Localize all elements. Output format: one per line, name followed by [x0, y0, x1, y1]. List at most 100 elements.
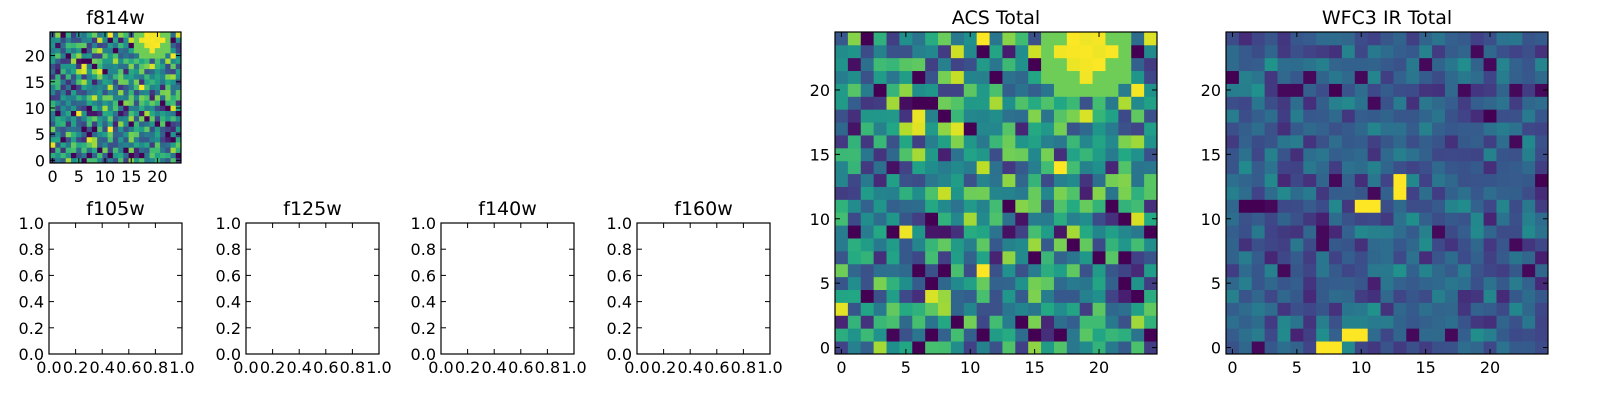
- pixel-cell: [912, 238, 926, 252]
- pixel-cell: [1092, 57, 1106, 72]
- pixel-cell: [925, 238, 939, 252]
- pixel-cell: [1535, 238, 1549, 252]
- pixel-cell: [1238, 147, 1253, 162]
- pixel-cell: [139, 94, 145, 101]
- pixel-cell: [1316, 341, 1330, 355]
- pixel-cell: [912, 276, 926, 290]
- pixel-cell: [81, 136, 88, 143]
- panel-title: f125w: [283, 198, 342, 220]
- pixel-cell: [139, 147, 145, 153]
- pixel-cell: [1002, 289, 1016, 303]
- pixel-cell: [91, 79, 98, 85]
- pixel-cell: [118, 47, 124, 54]
- pixel-cell: [873, 315, 887, 329]
- pixel-cell: [912, 328, 926, 342]
- x-tick-label: 0.2: [260, 358, 285, 377]
- x-tick-label: 0.6: [508, 358, 533, 377]
- pixel-cell: [1444, 263, 1459, 278]
- pixel-cell: [1264, 250, 1278, 265]
- pixel-cell: [989, 147, 1003, 162]
- pixel-cell: [165, 147, 171, 153]
- pixel-cell: [118, 68, 124, 75]
- pixel-cell: [835, 212, 849, 226]
- pixel-cell: [1118, 173, 1132, 187]
- pixel-cell: [107, 105, 114, 111]
- pixel-cell: [1354, 173, 1369, 187]
- pixel-cell: [139, 32, 145, 38]
- pixel-cell: [873, 57, 887, 72]
- pixel-cell: [1470, 250, 1484, 265]
- pixel-cell: [86, 63, 93, 70]
- image-cells: [50, 32, 182, 164]
- pixel-cell: [1277, 70, 1291, 84]
- pixel-cell: [160, 115, 166, 122]
- pixel-cell: [1053, 225, 1068, 239]
- pixel-cell: [912, 57, 926, 72]
- pixel-cell: [60, 115, 67, 122]
- pixel-cell: [144, 157, 150, 164]
- pixel-cell: [1238, 225, 1253, 239]
- pixel-cell: [107, 110, 114, 117]
- pixel-cell: [1509, 263, 1523, 278]
- pixel-cell: [112, 79, 119, 85]
- pixel-cell: [55, 47, 61, 54]
- pixel-cell: [149, 147, 156, 153]
- pixel-cell: [128, 37, 135, 43]
- pixel-cell: [1522, 96, 1536, 110]
- pixel-cell: [144, 58, 150, 64]
- pixel-cell: [97, 58, 103, 64]
- pixel-cell: [175, 126, 182, 132]
- pixel-cell: [860, 315, 875, 329]
- pixel-cell: [1118, 289, 1132, 303]
- pixel-cell: [1079, 122, 1093, 136]
- pixel-cell: [170, 52, 177, 59]
- pixel-cell: [1251, 263, 1266, 278]
- pixel-cell: [1131, 44, 1145, 59]
- pixel-cell: [989, 302, 1003, 316]
- pixel-cell: [112, 58, 119, 64]
- pixel-cell: [165, 100, 171, 106]
- pixel-cell: [102, 47, 109, 54]
- pixel-cell: [160, 126, 166, 132]
- pixel-cell: [1457, 160, 1472, 175]
- pixel-cell: [1380, 238, 1394, 252]
- pixel-cell: [1303, 186, 1317, 200]
- pixel-cell: [1419, 199, 1433, 213]
- pixel-cell: [1522, 57, 1536, 72]
- pixel-cell: [97, 147, 103, 153]
- pixel-cell: [1015, 147, 1029, 162]
- pixel-cell: [1457, 250, 1472, 265]
- pixel-cell: [860, 263, 875, 278]
- pixel-cell: [1131, 341, 1145, 355]
- pixel-cell: [1066, 135, 1081, 149]
- pixel-cell: [97, 42, 103, 49]
- pixel-cell: [170, 115, 177, 122]
- pixel-cell: [154, 63, 161, 70]
- pixel-cell: [1290, 302, 1304, 316]
- x-tick-label: 0.2: [63, 358, 88, 377]
- pixel-cell: [912, 212, 926, 226]
- pixel-cell: [1444, 328, 1459, 342]
- pixel-cell: [1354, 341, 1369, 355]
- pixel-cell: [1393, 341, 1407, 355]
- pixel-cell: [154, 68, 161, 75]
- pixel-cell: [1444, 289, 1459, 303]
- pixel-cell: [50, 110, 56, 117]
- pixel-cell: [1380, 186, 1394, 200]
- pixel-cell: [1354, 289, 1369, 303]
- pixel-cell: [938, 199, 952, 213]
- pixel-cell: [1457, 57, 1472, 72]
- pixel-cell: [1496, 250, 1510, 265]
- pixel-cell: [1329, 238, 1343, 252]
- pixel-cell: [1238, 341, 1253, 355]
- pixel-cell: [1535, 44, 1549, 59]
- pixel-cell: [1131, 250, 1145, 265]
- pixel-cell: [1316, 302, 1330, 316]
- pixel-cell: [154, 100, 161, 106]
- pixel-cell: [139, 89, 145, 96]
- axes-frame: [48, 222, 183, 355]
- pixel-cell: [133, 89, 140, 96]
- pixel-cell: [60, 89, 67, 96]
- pixel-cell: [1053, 250, 1068, 265]
- pixel-cell: [1066, 70, 1081, 84]
